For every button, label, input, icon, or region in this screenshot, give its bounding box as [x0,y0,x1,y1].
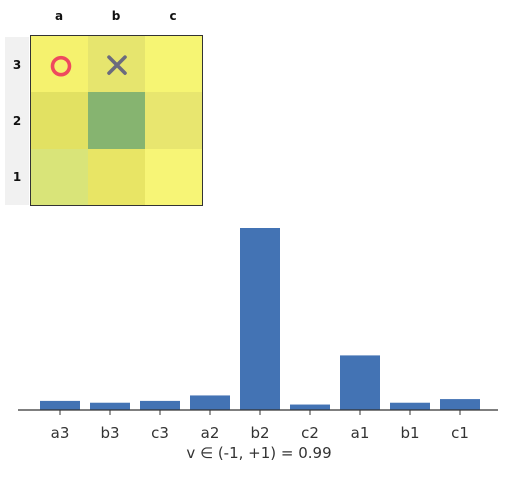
bar-b3 [90,402,130,410]
tick-label-c3: c3 [151,424,169,442]
row-label-3: 3 [5,37,29,93]
column-label-b: b [111,9,121,23]
game-board-panel: a b c 3 2 1 [0,0,210,212]
tick-label-a3: a3 [51,424,70,442]
board-cell-a2[interactable] [31,92,88,149]
bar-a3 [40,400,80,410]
x-mark-icon [107,55,127,75]
bar-c2 [290,404,330,410]
tick-label-a2: a2 [201,424,220,442]
column-label-a: a [54,9,64,23]
board-cell-a1[interactable] [31,148,88,205]
board-cell-c3[interactable] [145,36,202,93]
bar-a2 [190,395,230,410]
tick-label-c1: c1 [451,424,469,442]
board-cell-c1[interactable] [145,148,202,205]
tick-label-c2: c2 [301,424,319,442]
o-mark-icon [50,55,72,77]
bar-a1 [340,355,380,410]
tic-tac-toe-board [30,35,203,206]
board-cell-b3[interactable] [88,36,145,93]
bar-c3 [140,400,180,410]
board-cell-b2[interactable] [88,92,145,149]
move-probability-chart: a3 b3 c3 a2 b2 c2 a1 b1 c1 v ∈ (-1, +1) = 0.99 [18,228,498,462]
tick-label-b2: b2 [250,424,269,442]
board-cell-c2[interactable] [145,92,202,149]
row-label-2: 2 [5,93,29,149]
bar-b1 [390,402,430,410]
column-label-c: c [169,9,177,23]
value-estimate-label: v ∈ (-1, +1) = 0.99 [186,444,331,462]
tick-label-a1: a1 [351,424,370,442]
board-cell-b1[interactable] [88,148,145,205]
board-cell-a3[interactable] [31,36,88,93]
tick-label-b3: b3 [100,424,119,442]
bar-c1 [440,399,480,410]
row-label-1: 1 [5,149,29,205]
tick-label-b1: b1 [400,424,419,442]
bar-b2 [240,228,280,410]
